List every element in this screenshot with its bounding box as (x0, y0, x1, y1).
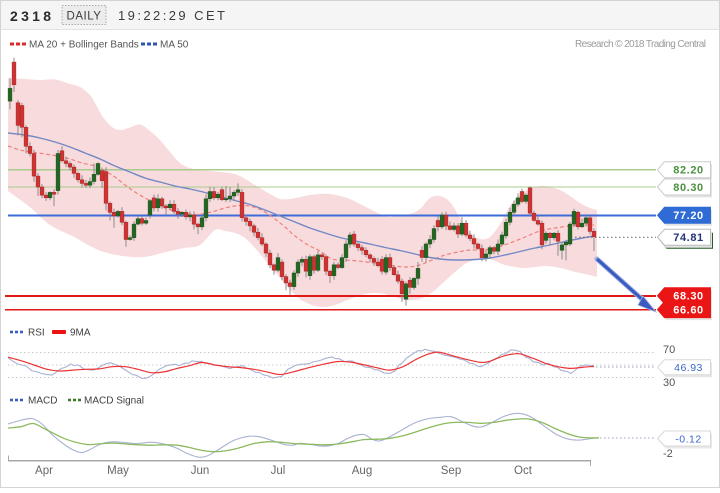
svg-text:66.60: 66.60 (673, 304, 704, 316)
svg-text:Apr: Apr (35, 465, 53, 477)
svg-text:2318: 2318 (10, 8, 54, 24)
svg-text:Jun: Jun (191, 465, 210, 477)
svg-text:RSI: RSI (28, 328, 45, 339)
svg-text:May: May (107, 465, 129, 477)
svg-text:Aug: Aug (352, 465, 372, 477)
svg-text:80.30: 80.30 (673, 182, 704, 194)
svg-text:Jul: Jul (271, 465, 286, 477)
svg-text:MA 20 + Bollinger Bands: MA 20 + Bollinger Bands (29, 40, 139, 51)
svg-text:MA 50: MA 50 (160, 40, 189, 51)
svg-text:MACD Signal: MACD Signal (84, 396, 144, 407)
svg-text:19:22:29 CET: 19:22:29 CET (118, 8, 225, 23)
svg-text:Oct: Oct (514, 465, 533, 477)
svg-text:68.30: 68.30 (673, 291, 704, 303)
svg-text:DAILY: DAILY (67, 11, 102, 23)
svg-text:82.20: 82.20 (673, 165, 704, 177)
svg-text:Research © 2018 Trading Centra: Research © 2018 Trading Central (575, 39, 706, 50)
svg-text:9MA: 9MA (70, 328, 91, 339)
svg-text:77.20: 77.20 (673, 210, 704, 222)
svg-text:30: 30 (663, 377, 675, 389)
svg-text:74.81: 74.81 (673, 232, 704, 244)
svg-text:-0.12: -0.12 (675, 433, 701, 445)
svg-text:Sep: Sep (441, 465, 461, 477)
svg-text:-2: -2 (663, 448, 673, 460)
svg-text:MACD: MACD (28, 396, 57, 407)
svg-text:70: 70 (663, 344, 675, 356)
svg-text:46.93: 46.93 (674, 362, 703, 374)
